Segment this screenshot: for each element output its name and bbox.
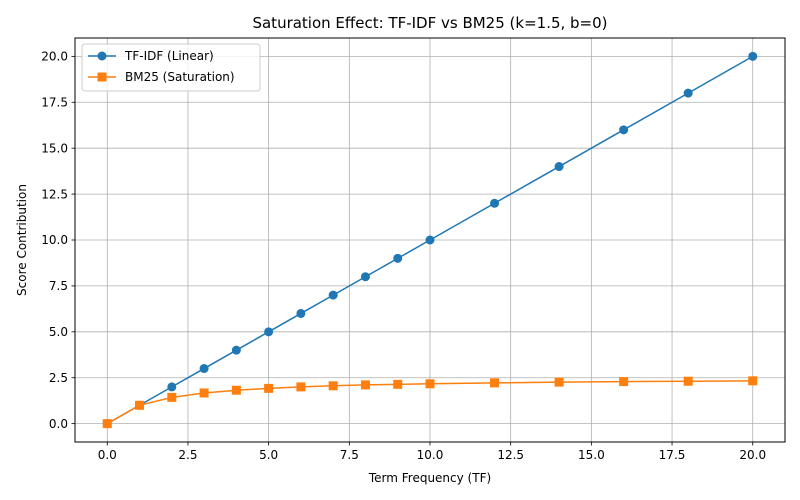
- x-tick-label: 15.0: [578, 448, 605, 462]
- data-point-bm25: [264, 383, 274, 393]
- data-point-bm25: [167, 392, 177, 402]
- data-point-bm25: [231, 385, 241, 395]
- y-axis: 0.0 2.5 5.0 7.5 10.0 12.5 15.0 17.5 20.0: [41, 50, 75, 431]
- legend-label-tfidf: TF-IDF (Linear): [124, 49, 214, 63]
- data-point-tfidf: [683, 88, 693, 98]
- data-point-tfidf: [199, 364, 209, 374]
- y-tick-label: 5.0: [49, 325, 68, 339]
- data-point-bm25: [360, 380, 370, 390]
- y-tick-label: 17.5: [41, 95, 68, 109]
- y-tick-label: 0.0: [49, 417, 68, 431]
- data-point-tfidf: [328, 290, 338, 300]
- data-point-bm25: [199, 388, 209, 398]
- y-tick-label: 15.0: [41, 141, 68, 155]
- data-point-bm25: [683, 376, 693, 386]
- x-tick-label: 20.0: [739, 448, 766, 462]
- data-point-bm25: [393, 379, 403, 389]
- data-point-tfidf: [231, 345, 241, 355]
- data-point-bm25: [328, 381, 338, 391]
- data-point-bm25: [490, 378, 500, 388]
- chart-title: Saturation Effect: TF-IDF vs BM25 (k=1.5…: [252, 14, 607, 32]
- y-tick-label: 10.0: [41, 233, 68, 247]
- y-tick-label: 2.5: [49, 371, 68, 385]
- y-tick-label: 20.0: [41, 50, 68, 64]
- data-point-tfidf: [360, 272, 370, 282]
- y-axis-title: Score Contribution: [15, 184, 29, 296]
- x-tick-label: 10.0: [417, 448, 444, 462]
- data-point-tfidf: [393, 253, 403, 263]
- legend-marker-tfidf: [97, 51, 107, 61]
- data-point-tfidf: [167, 382, 177, 392]
- data-point-tfidf: [554, 162, 564, 172]
- data-point-bm25: [135, 400, 145, 410]
- legend-label-bm25: BM25 (Saturation): [125, 70, 235, 84]
- data-point-tfidf: [490, 198, 500, 208]
- data-point-tfidf: [264, 327, 274, 337]
- data-point-bm25: [619, 377, 629, 387]
- x-tick-label: 2.5: [178, 448, 197, 462]
- data-point-tfidf: [425, 235, 435, 245]
- x-tick-label: 17.5: [659, 448, 686, 462]
- data-point-bm25: [748, 376, 758, 386]
- data-point-bm25: [554, 377, 564, 387]
- series-line-1: [106, 380, 753, 425]
- x-tick-label: 12.5: [497, 448, 524, 462]
- data-point-bm25: [296, 382, 306, 392]
- x-tick-label: 5.0: [259, 448, 278, 462]
- y-tick-label: 12.5: [41, 187, 68, 201]
- data-point-tfidf: [619, 125, 629, 135]
- data-point-bm25: [102, 419, 112, 429]
- x-axis-title: Term Frequency (TF): [368, 471, 491, 485]
- legend-marker-bm25: [97, 72, 107, 82]
- data-point-tfidf: [748, 51, 758, 61]
- y-tick-label: 7.5: [49, 279, 68, 293]
- x-axis: 0.0 2.5 5.0 7.5 10.0 12.5 15.0 17.5 20.0: [98, 442, 766, 462]
- series-layer: [102, 51, 758, 429]
- data-point-tfidf: [296, 308, 306, 318]
- data-point-bm25: [425, 379, 435, 389]
- legend-frame: [81, 43, 261, 92]
- series-line-0: [106, 55, 754, 425]
- legend: TF-IDF (Linear) BM25 (Saturation): [81, 43, 261, 92]
- x-tick-label: 0.0: [98, 448, 117, 462]
- x-tick-label: 7.5: [340, 448, 359, 462]
